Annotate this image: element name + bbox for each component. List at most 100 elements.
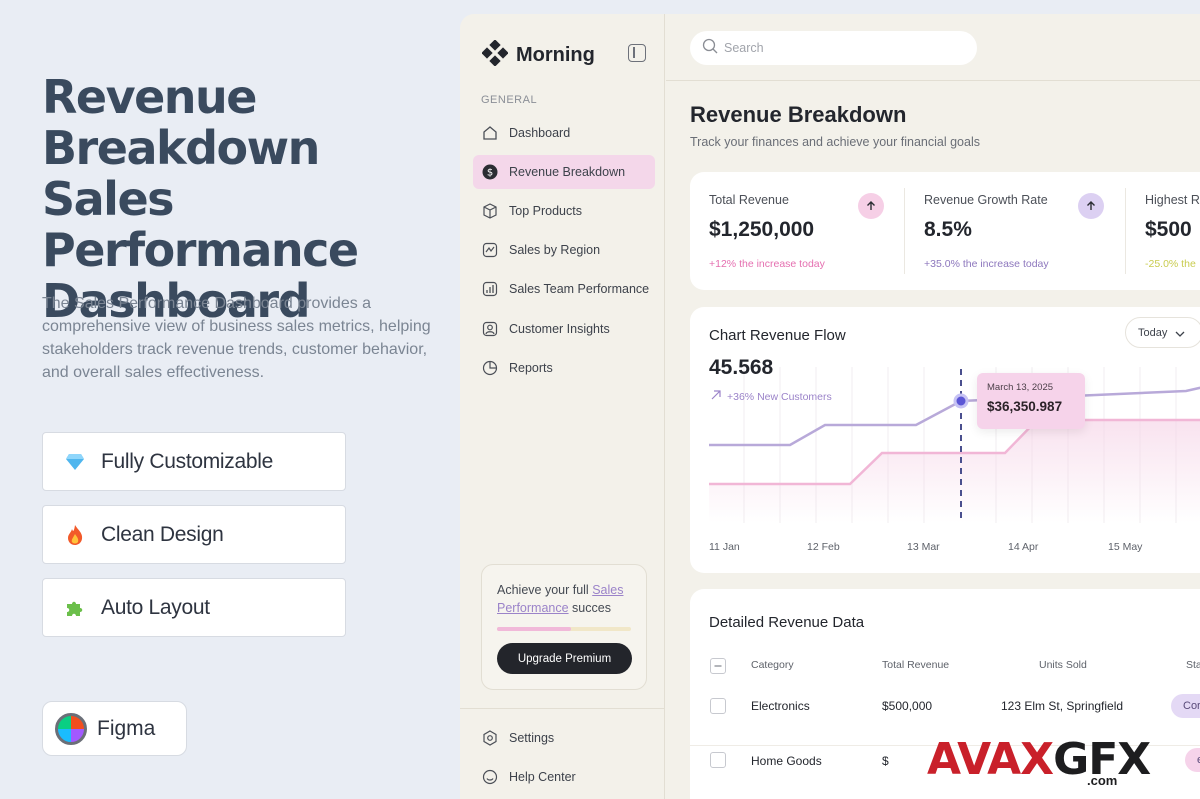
collapse-sidebar-icon[interactable] [628,44,646,62]
watermark-logo: AVAXGFX .com [927,734,1151,792]
chart-period-value: Today [1138,326,1168,339]
cell-total-revenue: $500,000 [882,699,933,713]
stat-divider [1125,188,1126,274]
promo-title: Revenue Breakdown Sales Performance Dash… [42,70,359,328]
revenue-flow-chart [709,367,1200,523]
chart-tooltip: March 13, 2025 $36,350.987 [977,373,1085,429]
cell-units-sold: 123 Elm St, Springfield [1001,699,1124,713]
stat-revenue-growth: Revenue Growth Rate 8.5% +35.0% the incr… [905,172,1125,290]
feature-label: Auto Layout [101,595,210,619]
sidebar-divider [460,708,665,709]
pie-icon [481,359,499,377]
figma-logo-icon [55,712,87,745]
highlight-point [953,393,969,409]
stat-label: Total Revenue [709,193,789,207]
row-divider [690,745,1200,746]
tooltip-value: $36,350.987 [987,399,1063,414]
section-label-general: GENERAL [481,94,538,106]
feature-label: Fully Customizable [101,449,273,473]
feature-label: Clean Design [101,522,224,546]
sidebar-item-label: Customer Insights [509,322,610,336]
topbar-divider [666,80,1200,81]
table-title: Detailed Revenue Data [709,614,865,631]
sidebar-item-label: Dashboard [509,126,571,140]
status-badge: e [1185,748,1200,772]
figma-label: Figma [97,716,156,740]
arrow-up-icon[interactable] [858,193,884,219]
cell-category: Electronics [751,699,810,713]
sidebar-item-customer-insights[interactable]: Customer Insights [473,312,655,346]
stat-value: $1,250,000 [709,218,815,241]
x-tick-label: 12 Feb [807,541,840,553]
search-input[interactable]: Search [690,31,977,65]
stats-card: Total Revenue $1,250,000 +12% the increa… [690,172,1200,290]
dollar-icon: $ [481,163,499,181]
sidebar-item-dashboard[interactable]: Dashboard [473,116,655,150]
sidebar-item-sales-team-performance[interactable]: Sales Team Performance [473,272,655,306]
svg-text:$: $ [487,168,493,179]
upgrade-card: Achieve your full Sales Performance succ… [481,564,647,690]
sidebar-item-help-center[interactable]: Help Center [473,760,655,794]
stat-highest: Highest R $500 -25.0% the [1126,172,1200,290]
sidebar-item-label: Sales Team Performance [509,282,650,296]
column-header-category[interactable]: Category [751,659,794,671]
column-header-total-revenue[interactable]: Total Revenue [882,659,950,671]
chart-period-dropdown[interactable]: Today [1125,317,1200,348]
stat-value: 8.5% [924,218,972,241]
revenue-table-card: Detailed Revenue Data Category Total Rev… [690,589,1200,799]
trend-up-icon [711,390,721,403]
puzzle-icon [63,596,87,620]
upgrade-card-text: Achieve your full Sales Performance succ… [497,583,624,615]
fire-icon [63,523,87,547]
sales-performance-link[interactable]: Sales Performance [497,583,624,615]
x-tick-label: 13 Mar [907,541,940,553]
upgrade-premium-button[interactable]: Upgrade Premium [497,643,632,674]
x-tick-label: 14 Apr [1008,541,1039,553]
stat-divider [904,188,905,274]
sidebar-item-sales-by-region[interactable]: Sales by Region [473,233,655,267]
main-content: Search Revenue Breakdown Track your fina… [666,14,1200,799]
stat-value: $500 [1145,218,1192,241]
chart-subtext: +36% New Customers [711,390,832,403]
sidebar-item-label: Sales by Region [509,243,601,257]
page-title: Revenue Breakdown [690,102,907,127]
stat-total-revenue: Total Revenue $1,250,000 +12% the increa… [690,172,904,290]
series-purple-line [709,386,1200,447]
watermark-suffix: .com [1087,773,1118,788]
stat-change: +35.0% the increase today [924,258,1049,270]
home-icon [481,124,499,142]
watermark-brand: AVAXGFX [927,734,1151,785]
sidebar-item-top-products[interactable]: Top Products [473,194,655,228]
brand[interactable]: Morning [481,39,595,71]
sidebar-item-label: Settings [509,731,555,745]
sidebar-item-reports[interactable]: Reports [473,351,655,385]
column-header-units-sold[interactable]: Units Sold [1039,659,1087,671]
sidebar-item-settings[interactable]: Settings [473,721,655,755]
row-checkbox[interactable] [710,698,726,714]
cell-total-revenue: $ [882,754,889,768]
stat-label: Highest R [1145,193,1200,207]
sidebar-item-label: Reports [509,361,553,375]
revenue-flow-chart-card: Chart Revenue Flow Today 45.568 +36% New… [690,307,1200,573]
arrow-up-icon[interactable] [1078,193,1104,219]
sidebar: Morning GENERAL Dashboard $ Revenue Brea… [460,14,665,799]
select-all-checkbox[interactable] [710,658,726,674]
row-checkbox[interactable] [710,752,726,768]
chart-icon [481,280,499,298]
stat-change: +12% the increase today [709,258,825,270]
chevron-down-icon [1175,324,1185,342]
logo-icon [481,39,509,71]
settings-icon [481,729,499,747]
region-icon [481,241,499,259]
sidebar-item-revenue-breakdown[interactable]: $ Revenue Breakdown [473,155,655,189]
feature-card-customizable: Fully Customizable [42,432,346,491]
sidebar-item-label: Revenue Breakdown [509,165,626,179]
column-header-status[interactable]: Sta [1186,659,1200,671]
feature-card-auto-layout: Auto Layout [42,578,346,637]
chart-title: Chart Revenue Flow [709,327,846,344]
chart-headline-value: 45.568 [709,356,774,379]
upgrade-progress-bar [497,627,631,631]
diamond-icon [63,450,87,474]
x-tick-label: 15 May [1108,541,1143,553]
sidebar-item-label: Help Center [509,770,576,784]
